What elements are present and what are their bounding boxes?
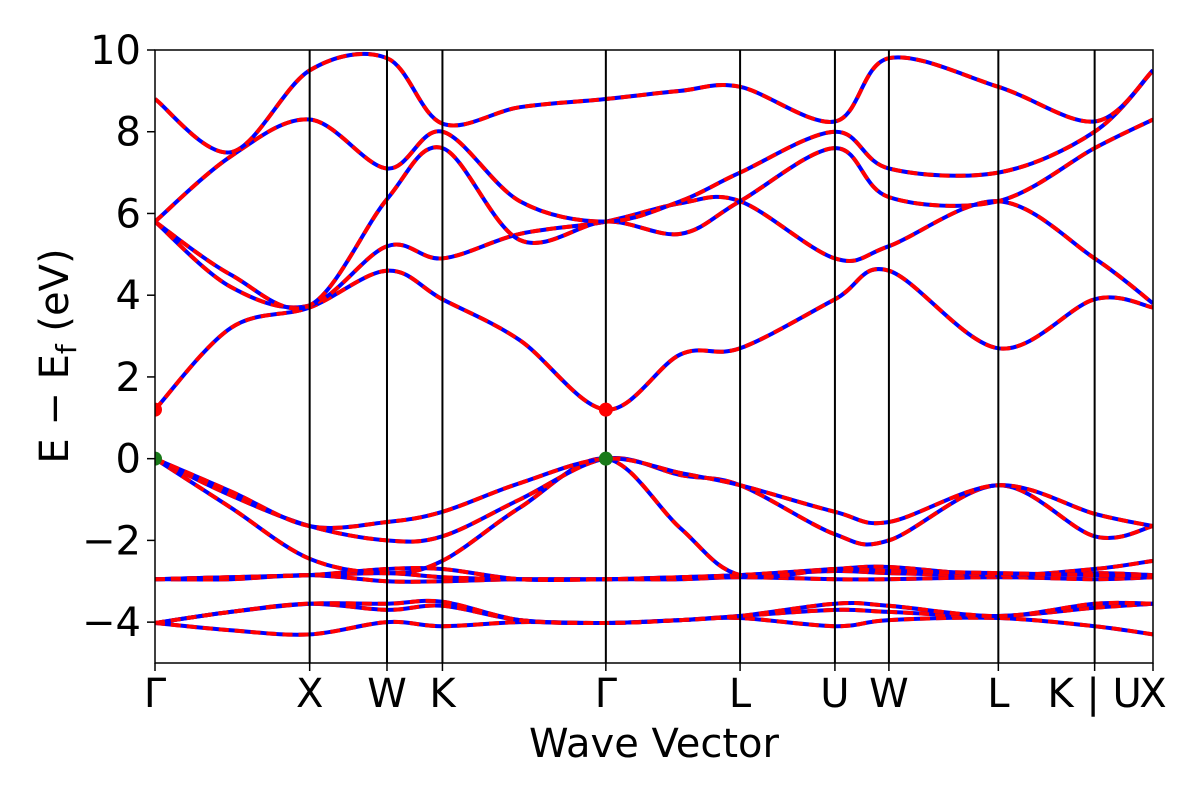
- y-tick-label: 8: [116, 110, 141, 156]
- x-tick-label: K: [429, 671, 457, 717]
- band-line-overlay: [155, 117, 1153, 311]
- band-edge-marker: [155, 402, 162, 417]
- y-tick-label: 6: [116, 191, 141, 237]
- band-edge-marker: [155, 451, 162, 466]
- x-axis-label: Wave Vector: [529, 721, 780, 767]
- y-tick-label: 4: [116, 273, 141, 319]
- x-tick-label: L: [987, 671, 1010, 717]
- y-tick-label: 10: [90, 28, 141, 74]
- x-tick-label: Γ: [144, 671, 167, 717]
- x-tick-label: L: [729, 671, 752, 717]
- x-tick-label: W: [869, 671, 909, 717]
- y-axis-label-main: E − E: [32, 354, 78, 464]
- y-tick-label: 0: [116, 437, 141, 483]
- band-edge-marker: [598, 451, 613, 466]
- y-axis-ticks: −4 −2 0 2 4 6 8 10: [82, 28, 155, 646]
- y-axis-label: E − Ef (eV): [32, 248, 83, 463]
- band-line-overlay: [155, 456, 1153, 580]
- y-axis-label-subscript: f: [50, 343, 83, 354]
- x-tick-label: Γ: [595, 671, 618, 717]
- x-tick-label: U: [820, 671, 849, 717]
- band-edge-marker: [598, 402, 613, 417]
- y-axis-label-unit: (eV): [32, 248, 78, 344]
- y-tick-label: 2: [116, 355, 141, 401]
- x-tick-label: K | U: [1047, 671, 1141, 717]
- x-tick-label: X: [1139, 671, 1166, 717]
- band-edge-markers: [155, 402, 613, 466]
- band-line-overlay: [155, 69, 1153, 224]
- x-tick-label: X: [296, 671, 323, 717]
- plot-background: [155, 50, 1153, 663]
- y-tick-label: −4: [82, 600, 141, 646]
- y-tick-label: −2: [82, 518, 141, 564]
- high-symmetry-lines: [308, 50, 1096, 663]
- x-tick-label: W: [367, 671, 407, 717]
- plot-frame: [154, 49, 1154, 664]
- band-line-overlay: [155, 598, 1153, 626]
